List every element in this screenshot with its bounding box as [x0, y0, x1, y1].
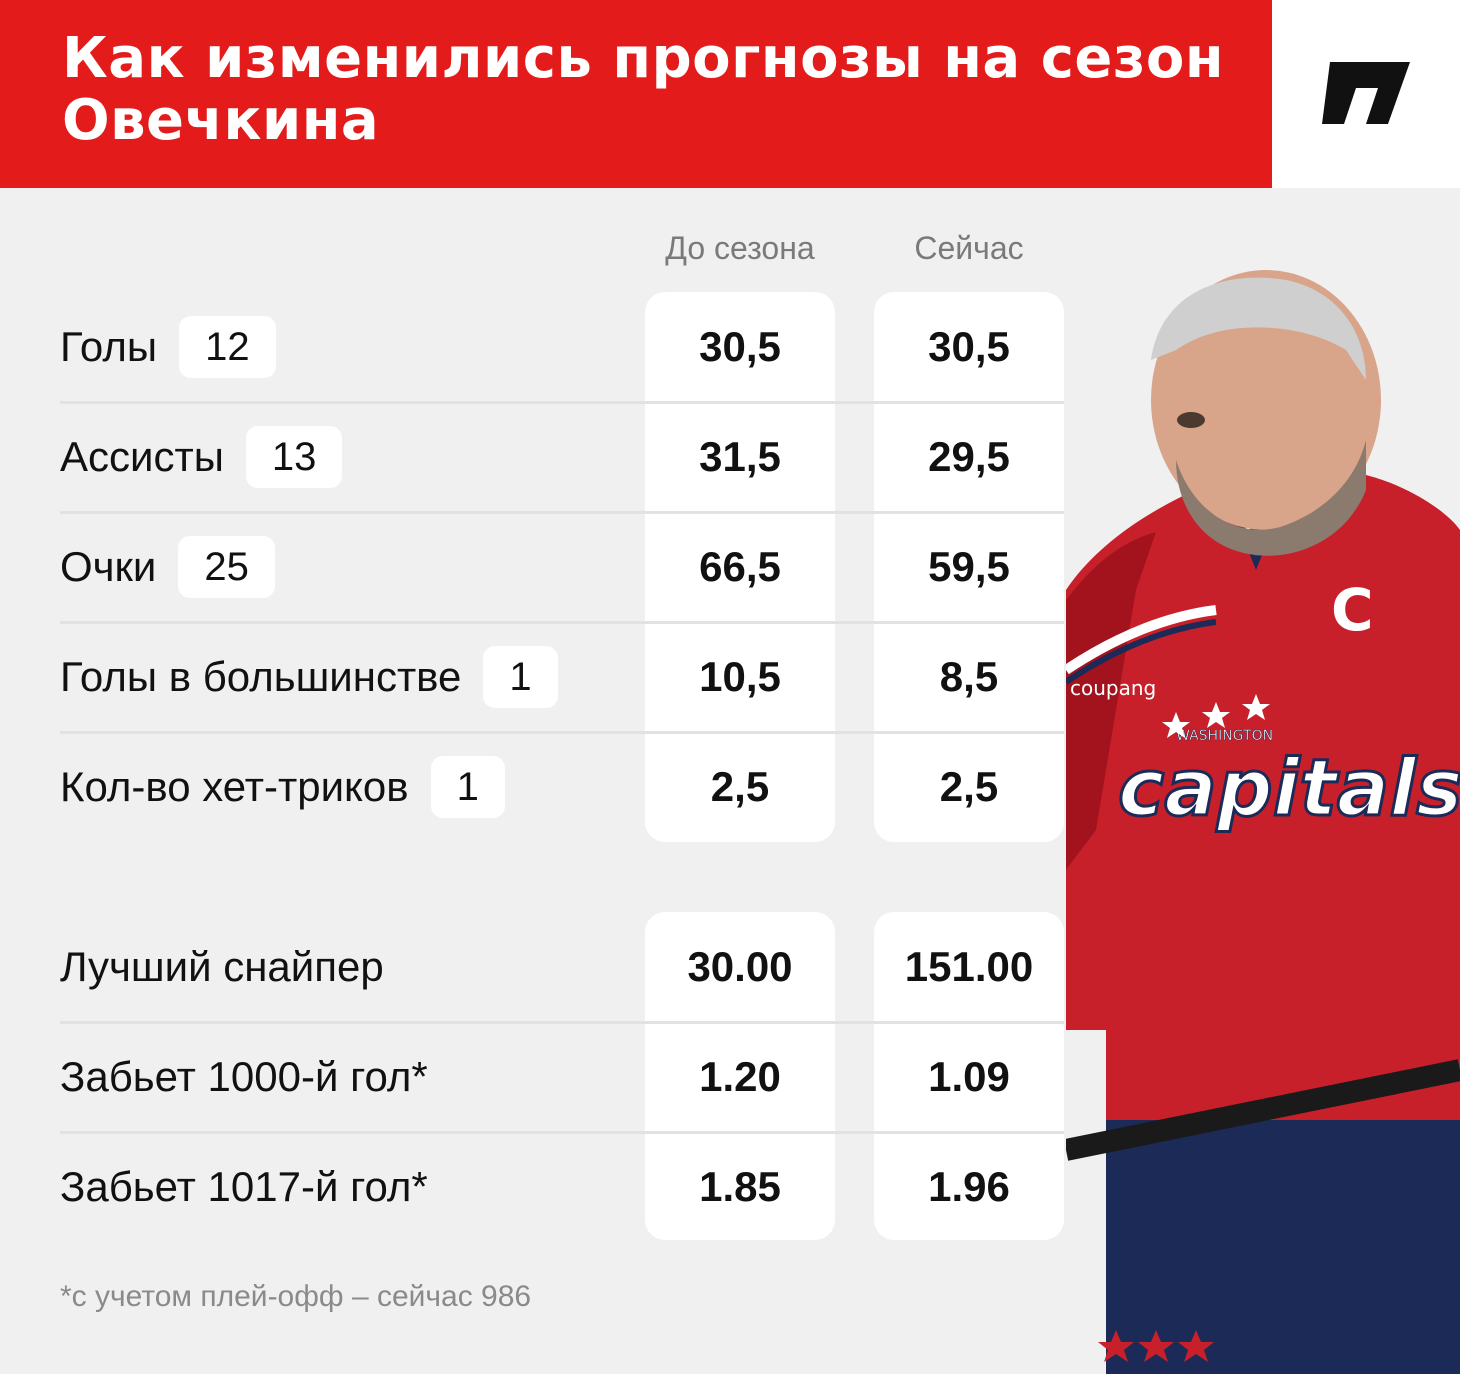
- card-now-odds: [874, 912, 1064, 1240]
- row-label-text: Очки: [60, 543, 157, 590]
- value-now: 30,5: [928, 323, 1010, 370]
- value-before: 31,5: [699, 433, 781, 480]
- jersey-stars-icon: [1162, 694, 1270, 738]
- odds-row: Забьет 1000-й гол* 1.20 1.09: [60, 1022, 1064, 1134]
- value-before: 10,5: [699, 653, 781, 700]
- stat-row: Голы в большинстве 1 10,5 8,5: [60, 622, 1064, 734]
- row-label-text: Голы: [60, 323, 158, 370]
- games-badge: 1: [430, 756, 505, 818]
- team-small-label: WASHINGTON: [1176, 728, 1273, 744]
- stat-row: Кол-во хет-триков 1 2,5 2,5: [60, 732, 1064, 842]
- row-label-text: Кол-во хет-триков: [60, 763, 409, 810]
- page-title: Как изменились прогнозы на сезон Овечкин…: [62, 26, 1225, 153]
- row-label: Очки 25: [60, 512, 275, 622]
- stat-row: Голы 12 30,5 30,5: [60, 292, 1064, 404]
- row-label: Лучший снайпер: [60, 912, 384, 1022]
- brand-logo-icon: [1322, 62, 1410, 124]
- value-before: 1.85: [699, 1163, 781, 1210]
- row-label-text: Ассисты: [60, 433, 224, 480]
- card-before-odds: [645, 912, 835, 1240]
- row-label-text: Голы в большинстве: [60, 653, 462, 700]
- footnote: *с учетом плей-офф – сейчас 986: [60, 1280, 532, 1313]
- column-header-before: До сезона: [665, 230, 815, 266]
- row-label: Забьет 1017-й гол*: [60, 1132, 428, 1242]
- stat-row: Очки 25 66,5 59,5: [60, 512, 1064, 624]
- row-label: Забьет 1000-й гол*: [60, 1022, 428, 1132]
- value-now: 59,5: [928, 543, 1010, 590]
- column-header-now: Сейчас: [914, 230, 1024, 266]
- pants-stars-icon: [1098, 1330, 1214, 1362]
- logo-box: [1272, 0, 1460, 188]
- sponsor-label: coupang: [1070, 676, 1156, 700]
- value-now: 29,5: [928, 433, 1010, 480]
- games-badge: 13: [245, 426, 343, 488]
- card-before-stats: [645, 292, 835, 842]
- value-now: 1.09: [928, 1053, 1010, 1100]
- games-badge: 1: [483, 646, 558, 708]
- value-now: 151.00: [904, 943, 1034, 990]
- row-label: Голы в большинстве 1: [60, 622, 558, 732]
- captain-letter: C: [1331, 576, 1374, 644]
- value-before: 30,5: [699, 323, 781, 370]
- games-badge: 12: [179, 316, 276, 378]
- games-badge: 25: [178, 536, 275, 598]
- value-before: 66,5: [699, 543, 781, 590]
- row-label-text: Забьет 1017-й гол*: [60, 1163, 428, 1210]
- row-label-text: Лучший снайпер: [60, 943, 384, 990]
- card-now-stats: [874, 292, 1064, 842]
- row-label-text: Забьет 1000-й гол*: [60, 1053, 428, 1100]
- row-label: Кол-во хет-триков 1: [60, 732, 505, 842]
- odds-row: Лучший снайпер 30.00 151.00: [60, 912, 1064, 1024]
- value-now: 2,5: [939, 763, 999, 810]
- value-before: 1.20: [699, 1053, 781, 1100]
- stat-row: Ассисты 13 31,5 29,5: [60, 402, 1064, 514]
- value-now: 1.96: [928, 1163, 1010, 1210]
- row-label: Голы 12: [60, 292, 276, 402]
- odds-row: Забьет 1017-й гол* 1.85 1.96: [60, 1132, 1064, 1242]
- row-label: Ассисты 13: [60, 402, 343, 512]
- value-before: 2,5: [710, 763, 770, 810]
- team-big-label: capitals: [1118, 744, 1460, 834]
- value-now: 8,5: [939, 653, 999, 700]
- player-photo: C coupang WASHINGTON capitals: [1066, 270, 1460, 1374]
- value-before: 30.00: [687, 943, 793, 990]
- header-banner: Как изменились прогнозы на сезон Овечкин…: [0, 0, 1272, 188]
